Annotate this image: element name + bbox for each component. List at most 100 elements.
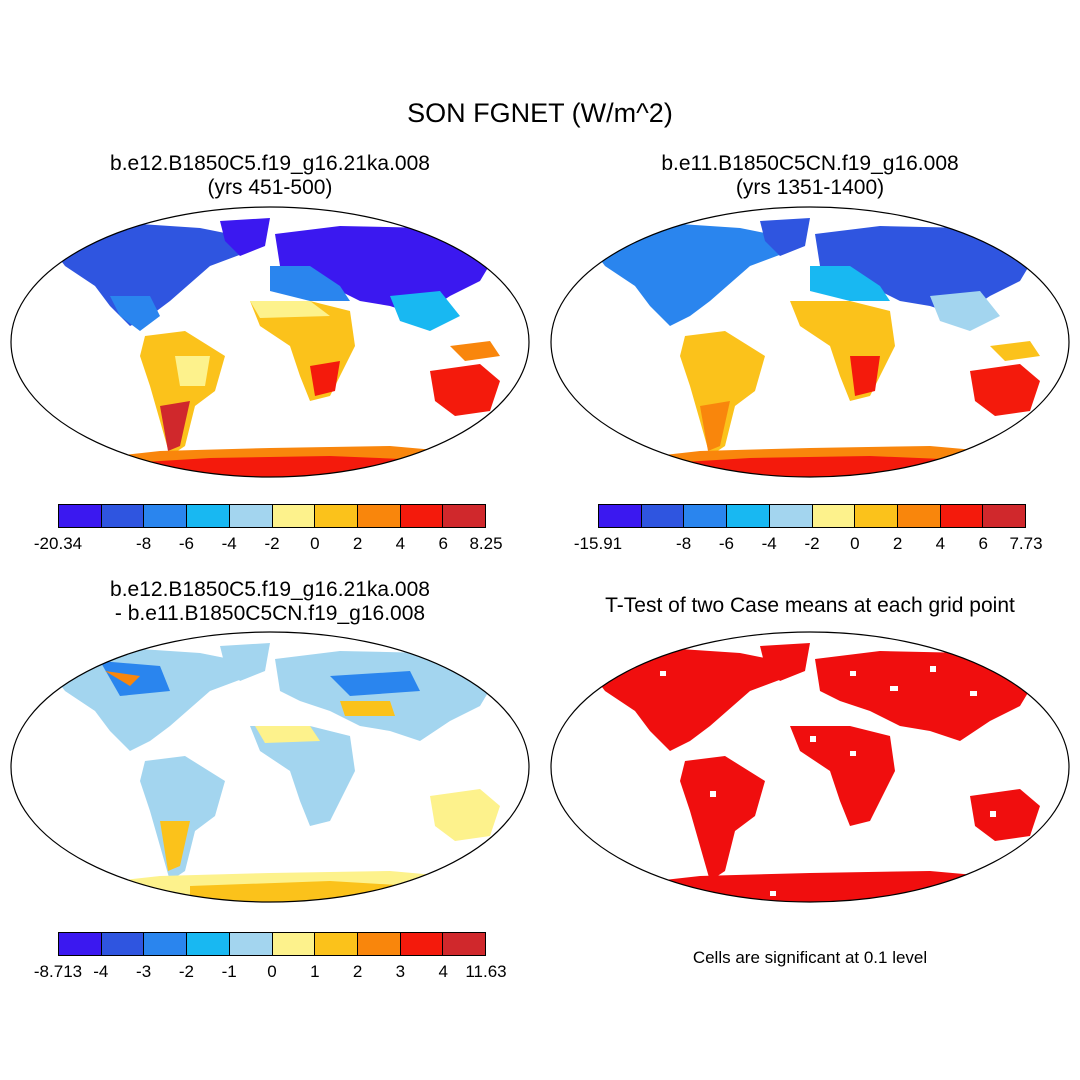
colorbar-tick-label: -4 xyxy=(93,962,109,981)
greenland-land xyxy=(220,218,270,256)
australia-land xyxy=(430,789,500,841)
colorbar-swatch xyxy=(443,505,486,527)
australia-land xyxy=(970,789,1040,841)
panel-2-title-line2: (yrs 1351-1400) xyxy=(735,176,885,199)
north-america-land xyxy=(50,224,250,326)
australia-land xyxy=(970,364,1040,416)
eurasia-land xyxy=(815,651,1035,741)
colorbar-swatch xyxy=(443,933,486,955)
figure-title: SON FGNET (W/m^2) xyxy=(407,98,673,128)
colorbar-tick-label: -6 xyxy=(178,534,194,553)
colorbar-swatch xyxy=(400,933,444,955)
panel-3-title-line1: b.e12.B1850C5.f19_g16.21ka.008 xyxy=(110,578,430,601)
colorbar-tick-label: -20.34 xyxy=(33,534,83,553)
colorbar-tick-label: 0 xyxy=(267,962,277,981)
colorbar-swatch xyxy=(272,505,316,527)
colorbar-tick-label: 2 xyxy=(352,534,363,553)
colorbar-swatch xyxy=(229,933,273,955)
colorbar-tick-label: -8 xyxy=(676,534,692,553)
colorbar-swatch xyxy=(357,505,401,527)
australia-land xyxy=(430,364,500,416)
south-america-land xyxy=(140,331,225,456)
panel-2-map xyxy=(550,206,1070,478)
significance-note: Cells are significant at 0.1 level xyxy=(692,948,928,967)
south-america-land xyxy=(140,756,225,881)
colorbar-swatch xyxy=(144,933,188,955)
colorbar-tick-label: -3 xyxy=(136,962,152,981)
colorbar-swatch xyxy=(684,505,728,527)
panel-3-map xyxy=(10,631,530,903)
colorbar-tick-label: 2 xyxy=(892,534,903,553)
panel-2-title: b.e11.B1850C5CN.f19_g16.008 (yrs 1351-14… xyxy=(550,152,1070,200)
colorbar-swatch xyxy=(229,505,273,527)
colorbar-swatch xyxy=(144,505,188,527)
colorbar-swatch xyxy=(272,933,316,955)
colorbar-swatch xyxy=(187,933,230,955)
colorbar-swatch xyxy=(101,505,145,527)
colorbar-tick-label: 4 xyxy=(438,962,448,981)
colorbar-swatch xyxy=(641,505,685,527)
panel-2-colorbar xyxy=(598,504,1026,528)
colorbar-swatch xyxy=(812,505,856,527)
colorbar-tick-label: 8.25 xyxy=(469,534,503,553)
panel-4-title: T-Test of two Case means at each grid po… xyxy=(605,594,1015,617)
panel-2-colorbar-labels: -15.91 -8 -6 -4 -2 0 2 4 6 7.73 xyxy=(574,534,1043,554)
colorbar-swatch xyxy=(897,505,941,527)
colorbar-swatch xyxy=(769,505,813,527)
colorbar-tick-label: 4 xyxy=(935,534,946,553)
colorbar-tick-label: -2 xyxy=(178,962,194,981)
panel-1-colorbar-labels: -20.34 -8 -6 -4 -2 0 2 4 6 8.25 xyxy=(34,534,503,554)
colorbar-swatch xyxy=(357,933,401,955)
antarctica-land xyxy=(580,871,1050,902)
panel-1-map xyxy=(10,206,530,478)
colorbar-tick-label: 6 xyxy=(438,534,448,553)
colorbar-tick-label: 2 xyxy=(352,962,363,981)
greenland-land xyxy=(220,643,270,681)
colorbar-swatch xyxy=(855,505,898,527)
south-america-land xyxy=(680,331,765,456)
colorbar-tick-label: 11.63 xyxy=(465,962,507,981)
greenland-land xyxy=(760,218,810,256)
colorbar-tick-label: -8.713 xyxy=(33,962,83,981)
panel-1-colorbar xyxy=(58,504,486,528)
colorbar-swatch xyxy=(101,933,145,955)
colorbar-tick-label: -4 xyxy=(221,534,237,553)
colorbar-tick-label: -4 xyxy=(761,534,777,553)
colorbar-tick-label: 4 xyxy=(395,534,406,553)
colorbar-tick-label: -1 xyxy=(221,962,237,981)
colorbar-tick-label: 0 xyxy=(310,534,320,553)
eurasia-land xyxy=(275,651,495,741)
colorbar-swatch xyxy=(315,933,358,955)
colorbar-tick-label: -2 xyxy=(264,534,280,553)
panel-3-title: b.e12.B1850C5.f19_g16.21ka.008 - b.e11.B… xyxy=(10,578,530,626)
north-america-land xyxy=(590,224,790,326)
panel-3-colorbar-labels: -8.713 -4 -3 -2 -1 0 1 2 3 4 11.63 xyxy=(34,962,507,982)
colorbar-tick-label: -2 xyxy=(804,534,820,553)
panel-3-title-line2: - b.e11.B1850C5CN.f19_g16.008 xyxy=(114,602,426,625)
colorbar-swatch xyxy=(59,505,102,527)
colorbar-tick-label: 6 xyxy=(978,534,988,553)
colorbar-tick-label: 1 xyxy=(310,962,320,981)
colorbar-swatch xyxy=(315,505,358,527)
colorbar-swatch xyxy=(59,933,102,955)
colorbar-swatch xyxy=(983,505,1026,527)
africa-land xyxy=(250,726,355,826)
colorbar-swatch xyxy=(400,505,444,527)
north-america-land xyxy=(50,649,250,751)
north-america-land xyxy=(590,649,790,751)
panel-4-map xyxy=(550,631,1070,903)
africa-land xyxy=(790,726,895,826)
colorbar-swatch xyxy=(940,505,984,527)
africa-land xyxy=(790,301,895,401)
colorbar-tick-label: -6 xyxy=(718,534,734,553)
colorbar-tick-label: 3 xyxy=(395,962,406,981)
colorbar-tick-label: 7.73 xyxy=(1009,534,1043,553)
colorbar-swatch xyxy=(187,505,230,527)
greenland-land xyxy=(760,643,810,681)
south-america-land xyxy=(680,756,765,881)
panel-1-title-line1: b.e12.B1850C5.f19_g16.21ka.008 xyxy=(110,152,430,175)
panel-1-title: b.e12.B1850C5.f19_g16.21ka.008 (yrs 451-… xyxy=(10,152,530,200)
colorbar-tick-label: -8 xyxy=(136,534,152,553)
panel-1-title-line2: (yrs 451-500) xyxy=(207,176,333,199)
colorbar-swatch xyxy=(727,505,770,527)
